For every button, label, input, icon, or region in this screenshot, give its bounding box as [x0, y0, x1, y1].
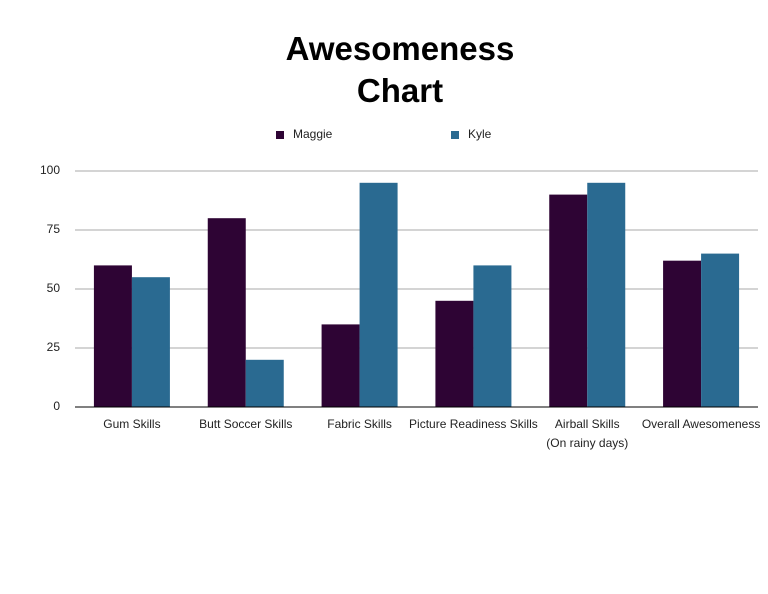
bar [701, 253, 740, 407]
legend-swatch [451, 131, 459, 139]
legend-label: Maggie [293, 127, 333, 141]
legend-label: Kyle [468, 127, 492, 141]
y-tick-label: 0 [53, 399, 60, 413]
bar [359, 182, 398, 407]
x-tick-label: Airball Skills (On rainy days) [546, 417, 629, 450]
y-tick-label: 100 [40, 163, 60, 177]
x-tick-label: Picture Readiness Skills [409, 417, 538, 431]
y-tick-label: 75 [47, 222, 61, 236]
bar [131, 277, 170, 407]
bar [435, 300, 474, 407]
bar [207, 218, 246, 407]
bar [587, 182, 626, 407]
x-tick-label: Gum Skills [103, 417, 161, 431]
bar [93, 265, 132, 407]
bar [245, 359, 284, 407]
bar [549, 194, 588, 407]
x-tick-label: Butt Soccer Skills [199, 417, 293, 431]
legend-swatch [276, 131, 284, 139]
x-tick-label: Fabric Skills [327, 417, 392, 431]
y-tick-label: 25 [47, 340, 61, 354]
y-tick-label: 50 [47, 281, 61, 295]
bar [473, 265, 512, 407]
bar [663, 260, 702, 407]
chart-title: Awesomeness Chart [285, 30, 515, 109]
x-tick-label: Overall Awesomeness [641, 417, 761, 431]
bar [321, 324, 360, 407]
